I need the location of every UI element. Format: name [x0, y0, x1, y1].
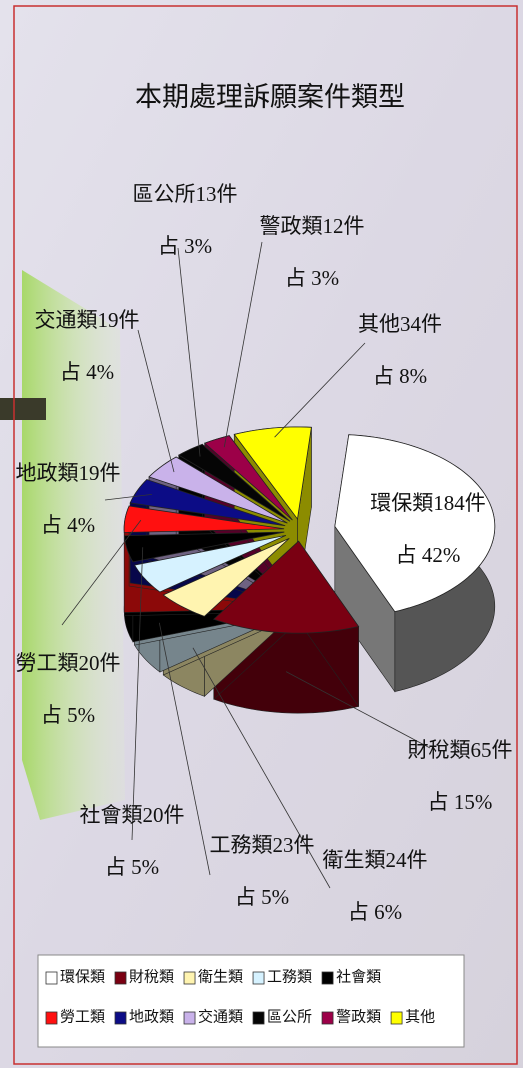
legend-swatch	[45, 1011, 58, 1025]
green-strip	[22, 270, 125, 820]
data-label: 區公所13件	[133, 182, 238, 206]
legend-label: 交通類	[198, 1007, 243, 1025]
data-label: 環保類184件	[370, 491, 486, 515]
percent-label: 占 5%	[105, 855, 159, 879]
legend-swatch	[321, 971, 334, 985]
data-label: 衛生類24件	[323, 848, 428, 872]
data-label: 勞工類20件	[16, 651, 121, 675]
legend-box	[37, 954, 465, 1048]
pie-slice	[334, 434, 496, 613]
percent-label: 占 3%	[158, 234, 212, 258]
dark-strip	[0, 398, 46, 420]
legend-swatch	[390, 1011, 403, 1025]
legend-swatch	[183, 1011, 196, 1025]
legend-label: 其他	[405, 1008, 435, 1025]
legend-swatch	[183, 971, 196, 985]
pie-slice	[123, 505, 285, 533]
legend-swatch	[252, 971, 265, 985]
legend-label: 勞工類	[60, 1008, 105, 1025]
pie-slice	[213, 540, 360, 634]
legend-swatch	[321, 1011, 334, 1025]
pie-slice	[162, 537, 290, 617]
leader-line	[131, 547, 144, 841]
pie-slice	[123, 531, 285, 563]
leader-line	[285, 671, 431, 749]
leader-line	[61, 519, 142, 626]
chart-title: 本期處理訴願案件類型	[135, 82, 405, 112]
data-label: 其他34件	[358, 312, 442, 336]
data-label: 社會類20件	[80, 803, 185, 827]
percent-label: 占 15%	[428, 790, 493, 814]
leader-line	[137, 329, 175, 473]
legend-swatch	[114, 1011, 127, 1025]
pie-slice	[203, 435, 293, 521]
leader-line	[104, 494, 152, 501]
legend-swatch	[114, 971, 127, 985]
percent-label: 占 6%	[348, 900, 402, 924]
percent-label: 占 4%	[60, 360, 114, 384]
data-label: 地政類19件	[16, 461, 121, 485]
legend-label: 環保類	[60, 968, 105, 985]
legend-label: 地政類	[129, 1008, 174, 1025]
leader-line	[192, 647, 331, 889]
leader-line	[177, 247, 201, 457]
legend-label: 衛生類	[198, 968, 243, 985]
data-label: 財稅類65件	[408, 738, 513, 762]
percent-label: 占 5%	[41, 703, 95, 727]
data-label: 交通類19件	[35, 308, 140, 332]
leader-line	[158, 622, 211, 876]
percent-label: 占 5%	[235, 885, 289, 909]
pie-slice	[233, 426, 312, 520]
percent-label: 占 8%	[373, 364, 427, 388]
leader-line	[274, 342, 366, 438]
legend-label: 警政類	[336, 1008, 381, 1025]
legend-swatch	[252, 1011, 265, 1025]
legend-swatch	[45, 971, 58, 985]
data-label: 工務類23件	[210, 833, 315, 857]
legend-label: 財稅類	[129, 968, 174, 985]
legend-label: 社會類	[336, 968, 381, 985]
pie-slice	[177, 443, 291, 522]
frame	[13, 5, 518, 1065]
legend-label: 區公所	[267, 1008, 312, 1025]
data-label: 警政類12件	[260, 214, 365, 238]
percent-label: 占 4%	[41, 513, 95, 537]
pie-slice	[129, 479, 286, 527]
leader-line	[223, 241, 263, 448]
percent-label: 占 3%	[285, 266, 339, 290]
pie-slice	[148, 456, 288, 524]
percent-label: 占 42%	[396, 543, 461, 567]
legend-label: 工務類	[267, 968, 312, 985]
pie-slice	[133, 534, 287, 593]
